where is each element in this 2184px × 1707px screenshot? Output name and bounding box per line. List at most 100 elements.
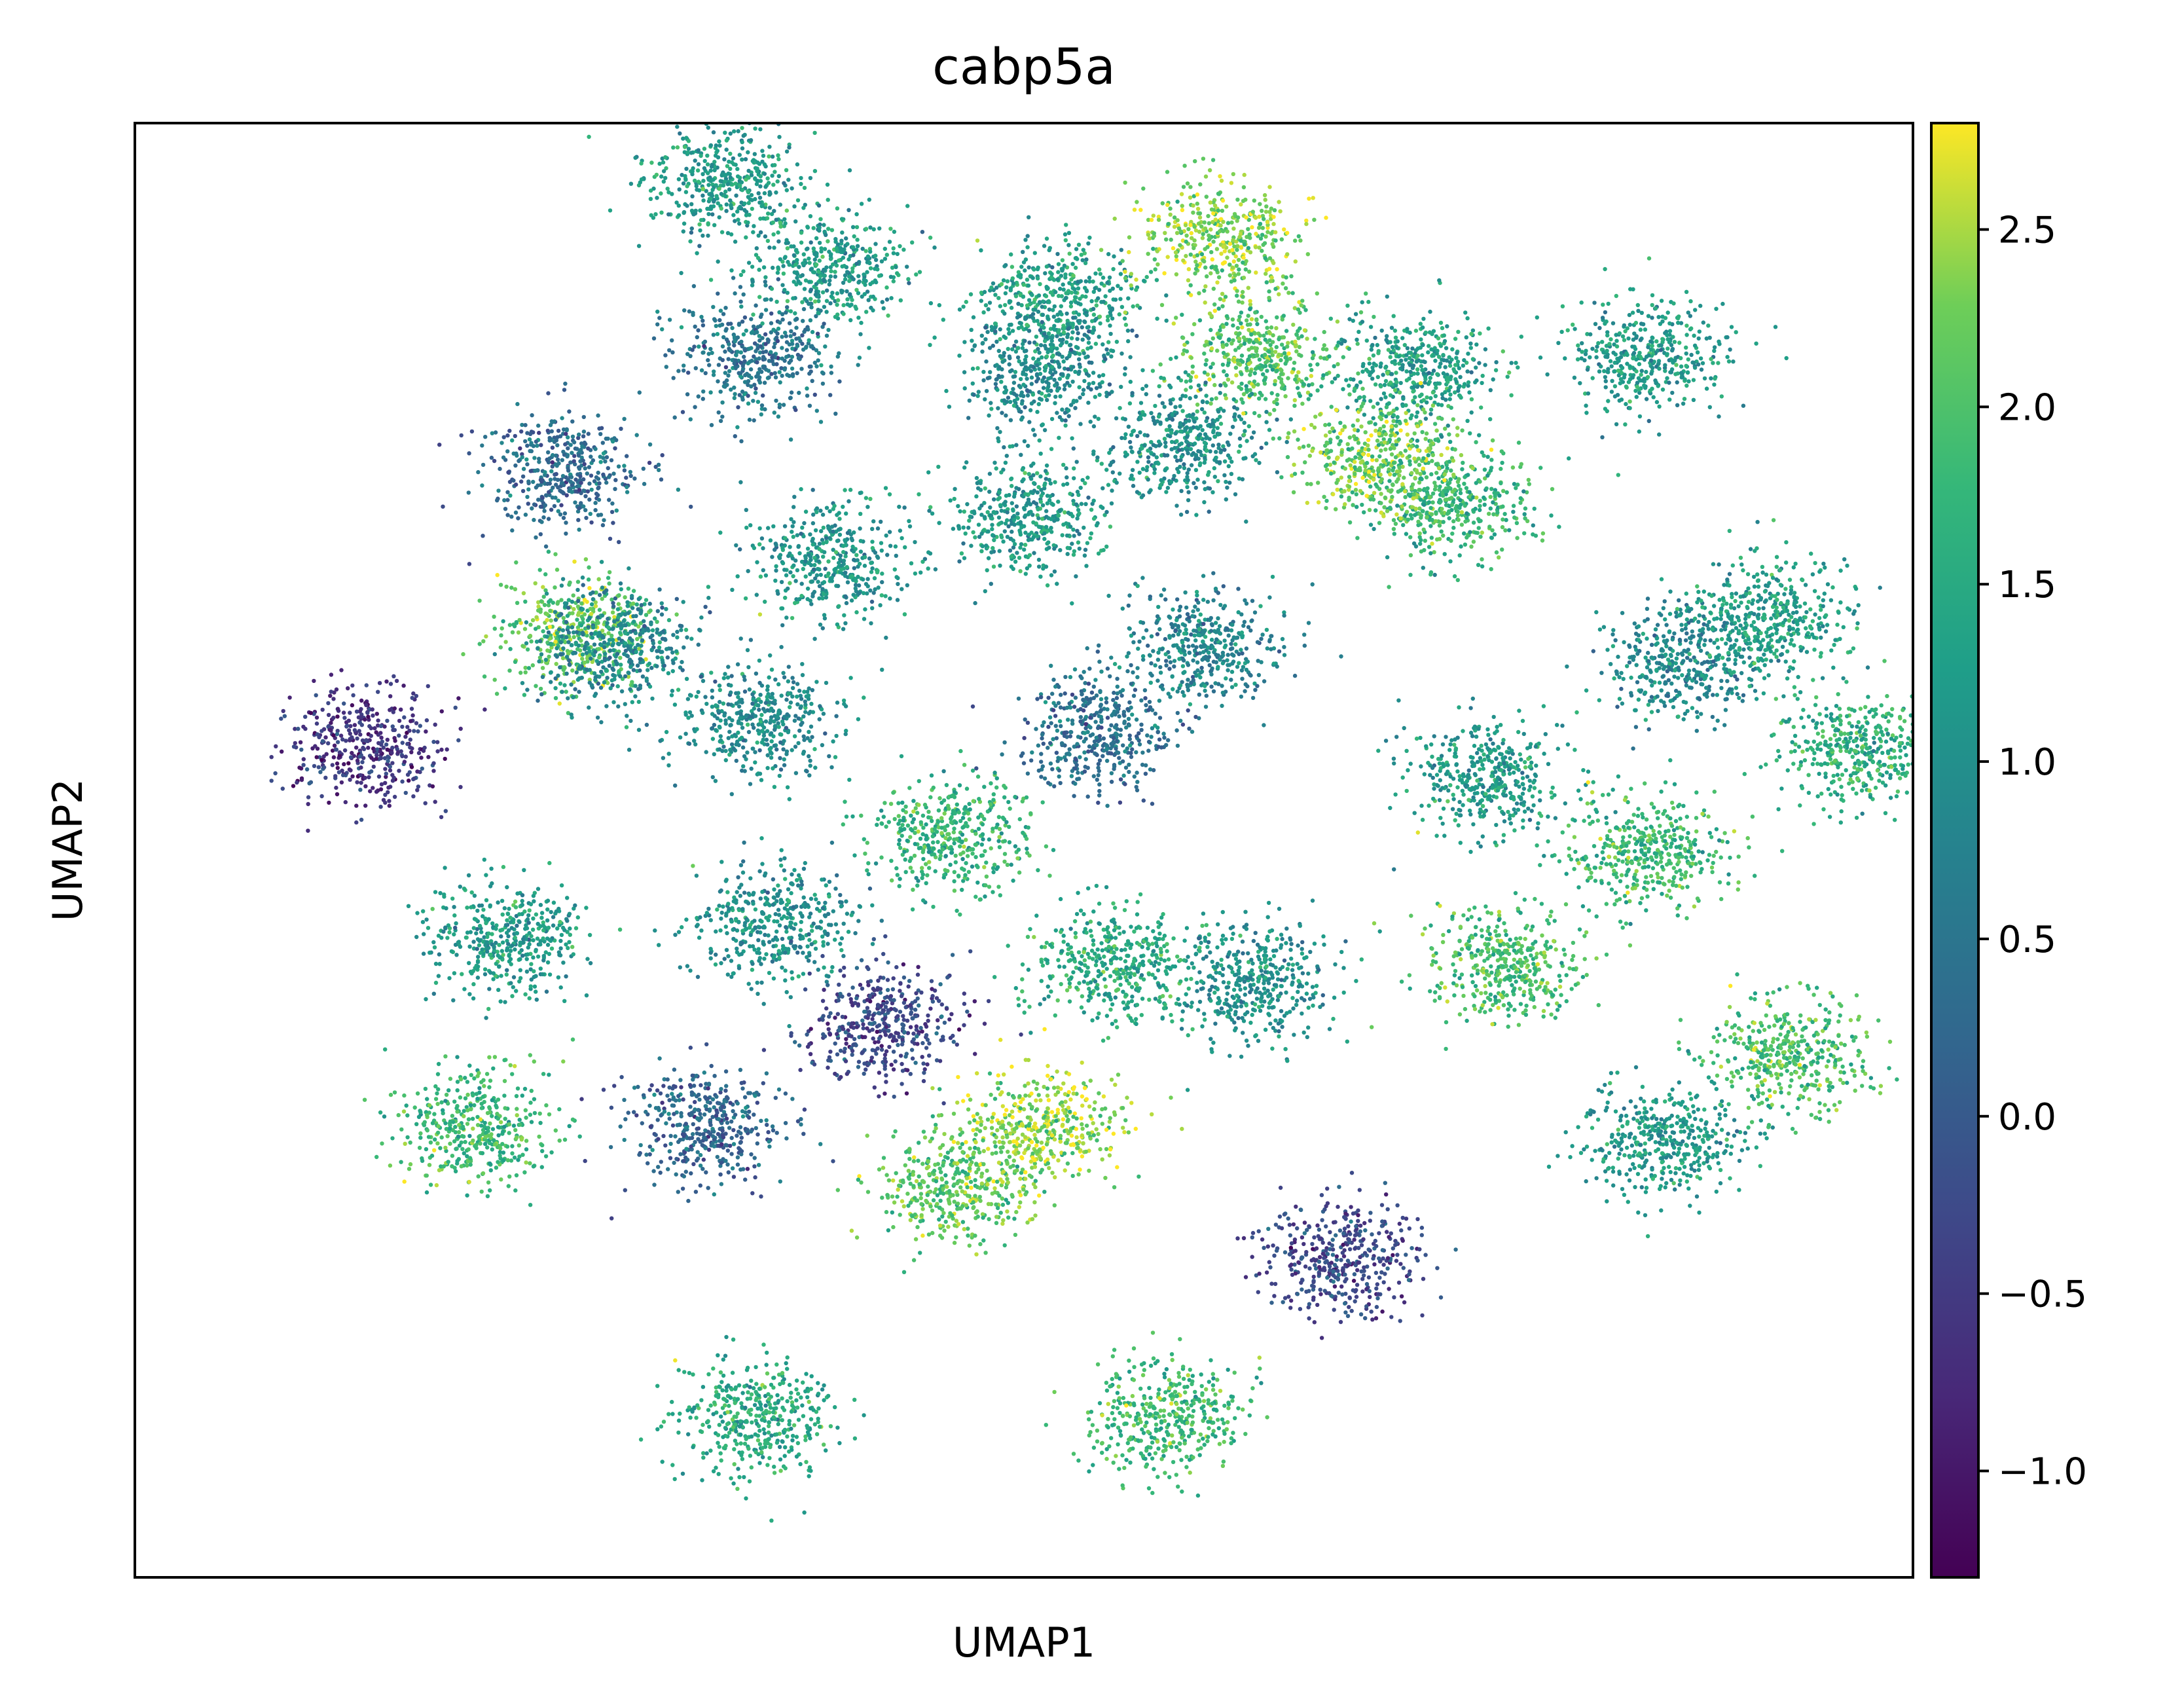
point: [1053, 383, 1057, 388]
point: [1214, 247, 1220, 251]
point: [896, 576, 900, 581]
point: [750, 206, 755, 211]
point: [784, 573, 789, 578]
point: [676, 487, 681, 492]
point: [777, 135, 782, 139]
point: [805, 394, 810, 398]
point: [1216, 192, 1222, 196]
point: [1070, 330, 1075, 335]
point: [1174, 504, 1179, 508]
point: [822, 273, 828, 278]
point: [625, 490, 630, 494]
point: [583, 466, 587, 471]
point: [849, 598, 854, 603]
point: [1065, 311, 1069, 316]
point: [1204, 358, 1209, 363]
point: [1247, 394, 1252, 398]
point: [887, 492, 892, 497]
point: [693, 405, 697, 409]
point: [1029, 401, 1034, 406]
point: [1315, 362, 1320, 367]
point: [1187, 413, 1192, 418]
point: [1135, 490, 1140, 494]
point: [716, 410, 721, 415]
point: [639, 161, 644, 166]
point: [570, 490, 574, 494]
point: [823, 344, 828, 349]
point: [1685, 370, 1690, 375]
point: [628, 473, 633, 478]
point: [1204, 194, 1209, 199]
point: [877, 226, 882, 231]
point: [560, 458, 564, 462]
point: [1031, 365, 1036, 370]
point: [1631, 356, 1635, 361]
point: [784, 168, 789, 172]
point: [1659, 299, 1664, 303]
point: [752, 224, 756, 229]
point: [1203, 362, 1208, 367]
point: [1198, 387, 1203, 392]
point: [1296, 386, 1300, 390]
point: [783, 255, 788, 259]
point: [1163, 230, 1167, 235]
point: [1245, 322, 1250, 327]
point: [1233, 365, 1239, 370]
point: [754, 246, 759, 251]
point: [1168, 385, 1173, 390]
point: [1612, 369, 1616, 374]
point: [970, 339, 974, 343]
point: [725, 378, 729, 383]
point: [625, 454, 629, 458]
point: [879, 593, 884, 598]
point: [835, 622, 840, 627]
point: [676, 177, 682, 181]
point: [1114, 339, 1119, 344]
point: [1588, 355, 1592, 359]
point: [1045, 494, 1050, 498]
point: [1083, 294, 1088, 299]
point: [1282, 351, 1287, 356]
point: [1076, 331, 1080, 336]
point: [1091, 371, 1096, 375]
point: [773, 163, 777, 168]
point: [1106, 483, 1111, 487]
point: [1207, 437, 1212, 441]
point: [719, 206, 724, 211]
point: [776, 156, 781, 162]
point: [1188, 378, 1193, 383]
point: [1203, 432, 1208, 437]
point: [1064, 291, 1068, 295]
point: [708, 103, 712, 107]
point: [1218, 223, 1223, 228]
point: [807, 280, 812, 284]
point: [596, 513, 601, 517]
point: [928, 505, 933, 509]
point: [768, 191, 773, 196]
point: [1052, 546, 1057, 551]
point: [848, 575, 853, 579]
point: [1203, 343, 1207, 348]
point: [1046, 350, 1050, 355]
point: [1309, 367, 1314, 373]
point: [714, 143, 719, 148]
point: [1296, 234, 1301, 238]
point: [810, 344, 814, 348]
point: [1032, 433, 1037, 437]
cluster-c02: [679, 175, 937, 350]
point: [804, 344, 809, 349]
point: [581, 430, 587, 434]
point: [1692, 365, 1698, 370]
point: [1205, 274, 1209, 279]
point: [1290, 291, 1295, 295]
point: [753, 390, 758, 395]
point: [1195, 206, 1201, 211]
point: [1254, 458, 1258, 462]
point: [936, 464, 941, 469]
point: [1300, 334, 1304, 339]
point: [1576, 343, 1580, 348]
point: [754, 253, 759, 257]
point: [1195, 253, 1200, 257]
point: [689, 208, 695, 213]
point: [567, 409, 572, 414]
